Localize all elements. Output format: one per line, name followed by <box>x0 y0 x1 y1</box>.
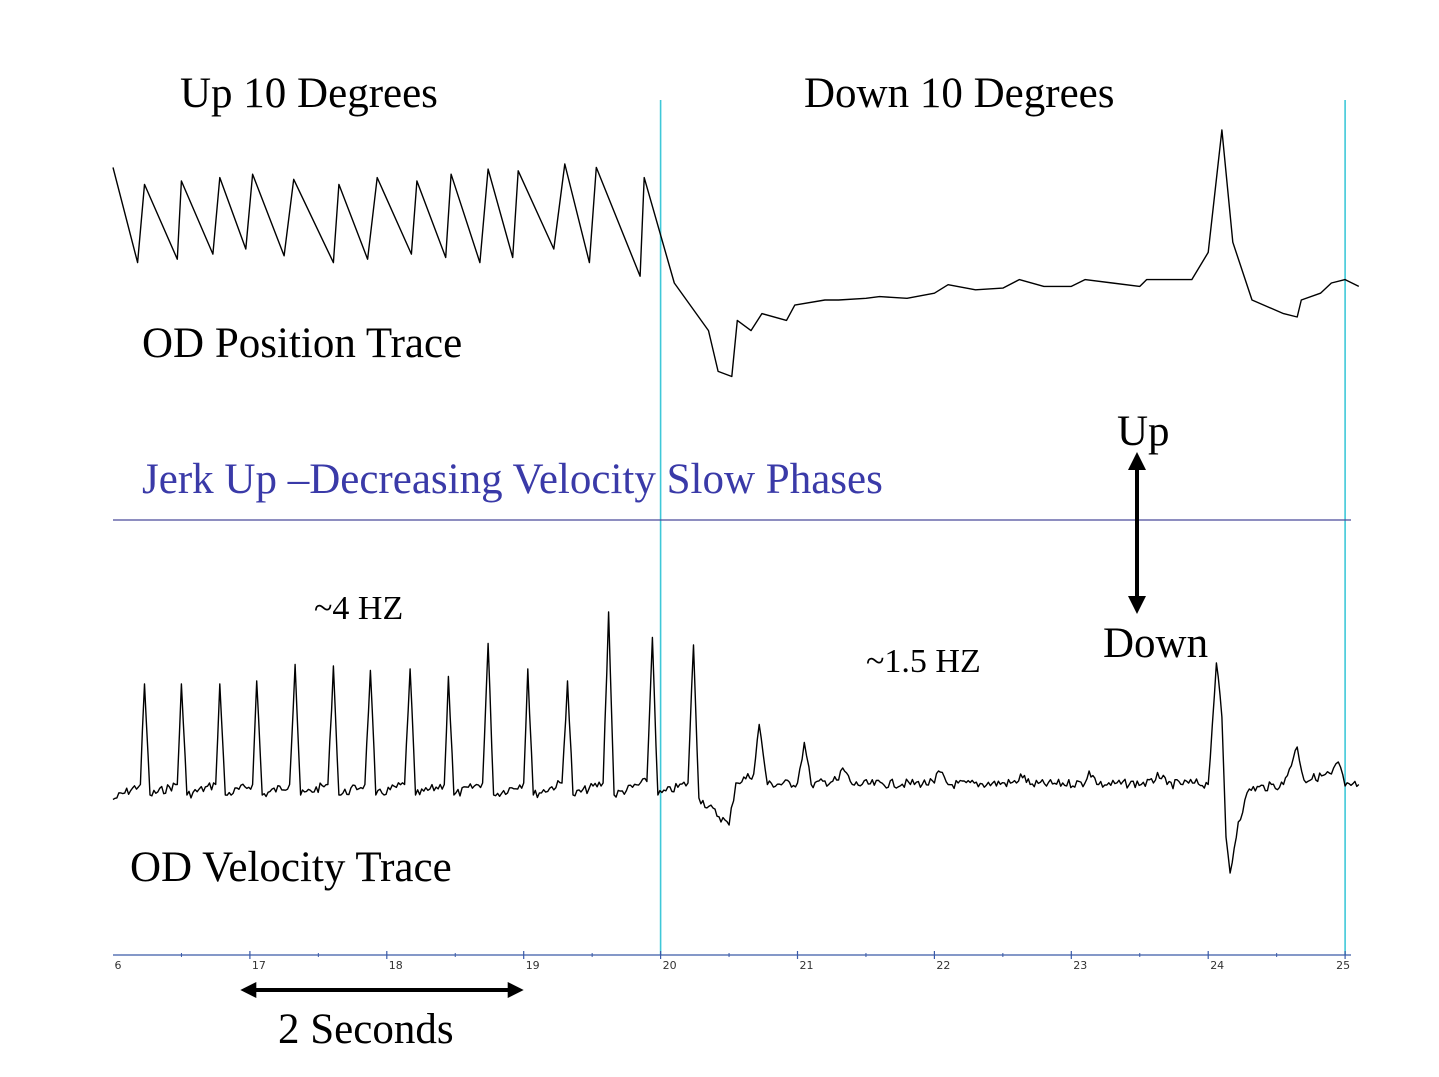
up-arrowhead <box>1128 452 1146 470</box>
scale-bar-right-arrowhead <box>507 982 524 998</box>
position-trace-line <box>112 129 1360 378</box>
freq-right-label: ~1.5 HZ <box>866 643 981 680</box>
x-tick-label-17: 17 <box>252 959 266 972</box>
down-arrowhead <box>1128 596 1146 614</box>
scale-bar-label: 2 Seconds <box>278 1006 454 1053</box>
up-10-degrees-label: Up 10 Degrees <box>180 70 438 117</box>
x-tick-label-6: 6 <box>115 959 122 972</box>
down-10-degrees-label: Down 10 Degrees <box>804 70 1115 117</box>
scale-bar-left-arrowhead <box>240 982 257 998</box>
velocity-trace-line <box>112 611 1360 874</box>
x-tick-label-25: 25 <box>1336 959 1350 972</box>
x-tick-label-21: 21 <box>800 959 814 972</box>
x-tick-label-24: 24 <box>1210 959 1224 972</box>
x-tick-label-19: 19 <box>526 959 540 972</box>
x-tick-label-23: 23 <box>1073 959 1087 972</box>
arrow-up-label: Up <box>1117 408 1170 455</box>
x-tick-label-20: 20 <box>663 959 677 972</box>
x-tick-label-18: 18 <box>389 959 403 972</box>
arrow-down-label: Down <box>1103 620 1209 667</box>
position-trace-label: OD Position Trace <box>142 320 463 367</box>
subtitle-label: Jerk Up –Decreasing Velocity Slow Phases <box>142 456 883 503</box>
velocity-trace-label: OD Velocity Trace <box>130 844 452 891</box>
x-tick-label-22: 22 <box>936 959 950 972</box>
freq-left-label: ~4 HZ <box>314 590 404 627</box>
